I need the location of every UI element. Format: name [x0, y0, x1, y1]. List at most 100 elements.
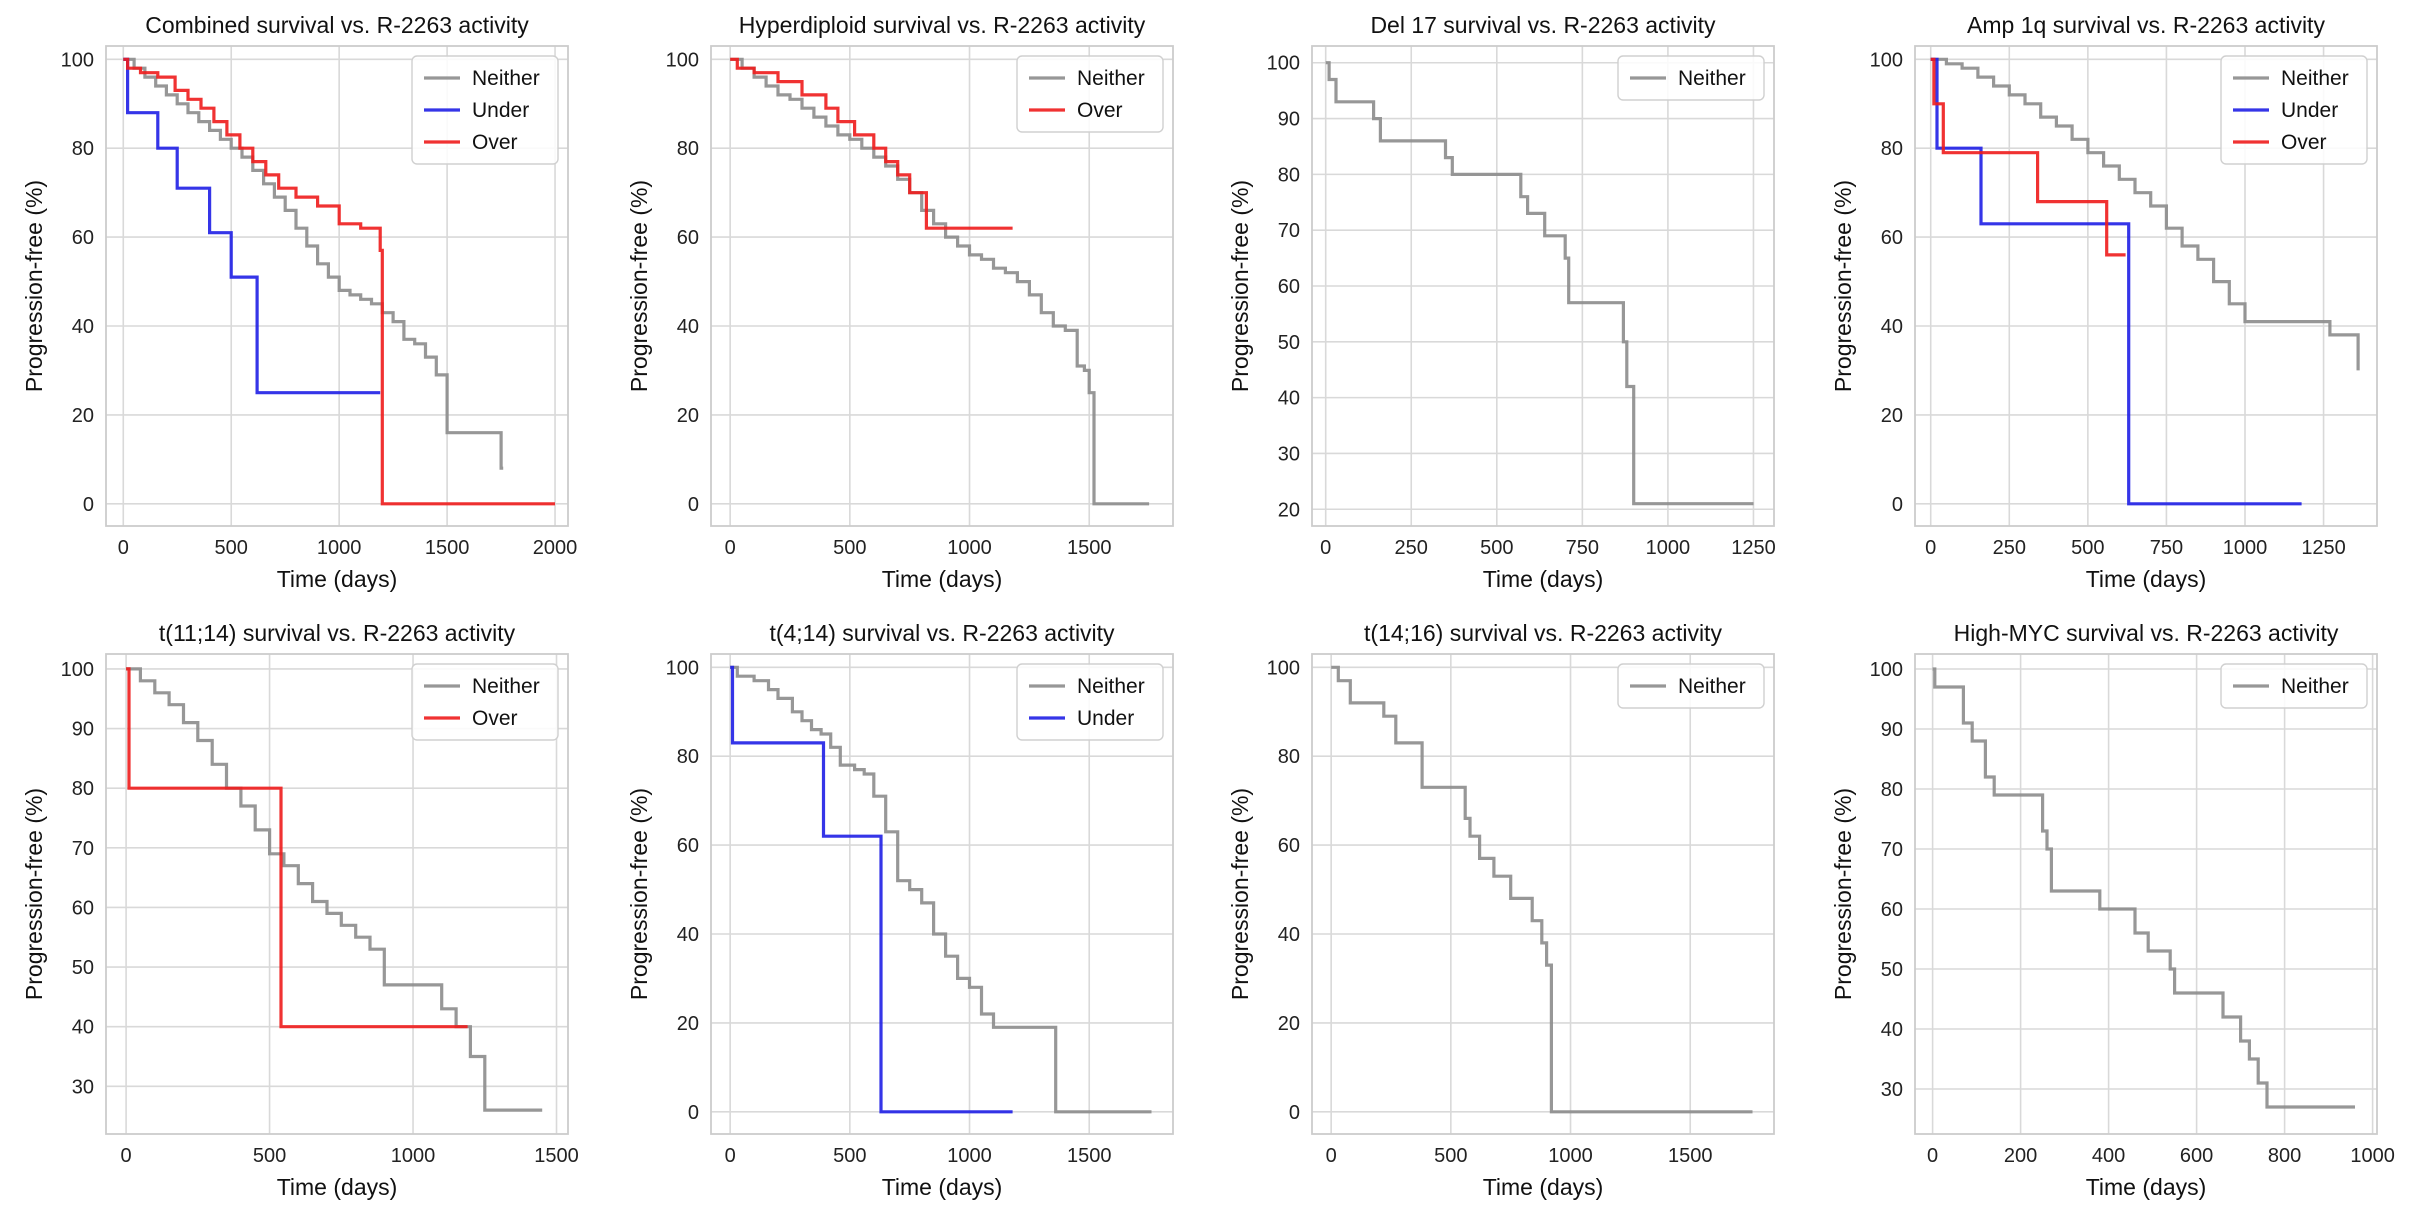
y-tick-label: 100: [61, 659, 94, 681]
legend-label-over: Over: [2281, 131, 2327, 154]
x-tick-label: 400: [2092, 1145, 2125, 1167]
y-tick-label: 30: [1278, 443, 1300, 465]
x-tick-label: 500: [253, 1145, 286, 1167]
y-tick-label: 80: [72, 778, 94, 800]
plot-area: [1312, 654, 1774, 1134]
legend-label-neither: Neither: [472, 67, 540, 90]
x-tick-label: 1500: [1067, 537, 1112, 559]
x-tick-label: 500: [1480, 537, 1513, 559]
x-axis-label: Time (days): [2086, 566, 2207, 592]
subplot-7: 0 500 1000 1500 0 20 40 60 80 100 t(14;16) surviva…: [1227, 620, 1775, 1200]
x-tick-label: 1000: [1548, 1145, 1593, 1167]
y-tick-label: 100: [1870, 49, 1903, 71]
y-axis-label: Progression-free (%): [1227, 180, 1253, 392]
x-tick-label: 1000: [391, 1145, 436, 1167]
chart-title: t(14;16) survival vs. R-2263 activity: [1364, 620, 1722, 646]
y-tick-label: 20: [1278, 1013, 1300, 1035]
series-line-over: [126, 667, 468, 1029]
x-axis-label: Time (days): [1483, 1174, 1604, 1200]
y-axis-label: Progression-free (%): [1830, 788, 1856, 1000]
y-tick-label: 40: [677, 316, 699, 338]
y-axis-label: Progression-free (%): [21, 180, 47, 392]
x-axis-label: Time (days): [1483, 566, 1604, 592]
y-tick-label: 100: [1870, 659, 1903, 681]
y-tick-label: 90: [1278, 109, 1300, 131]
x-tick-label: 1000: [1646, 537, 1691, 559]
y-tick-label: 0: [1892, 494, 1903, 516]
x-tick-label: 500: [1434, 1145, 1467, 1167]
plot-frame: [1914, 45, 2378, 527]
x-tick-label: 1000: [2350, 1145, 2395, 1167]
series-line-neither: [1331, 665, 1753, 1114]
y-tick-label: 40: [72, 316, 94, 338]
y-axis-label: Progression-free (%): [626, 180, 652, 392]
legend-box: [1016, 55, 1164, 133]
x-tick-label: 2000: [533, 537, 578, 559]
chart-title: Hyperdiploid survival vs. R-2263 activit…: [739, 12, 1146, 38]
legend-label-under: Under: [2281, 99, 2338, 122]
y-tick-label: 90: [1881, 719, 1903, 741]
series-line-over: [730, 57, 1013, 230]
x-tick-label: 500: [833, 1145, 866, 1167]
x-tick-label: 0: [725, 1145, 736, 1167]
y-tick-label: 0: [688, 494, 699, 516]
subplot-3: 0 250 500 750 1000 1250 20 30 40 50 60 70 80 90 100 Del…: [1227, 12, 1776, 592]
x-axis-label: Time (days): [277, 1174, 398, 1200]
y-tick-label: 80: [1278, 746, 1300, 768]
y-tick-label: 0: [83, 494, 94, 516]
y-tick-label: 60: [677, 227, 699, 249]
legend-box: [1617, 55, 1765, 101]
series-line-over: [1930, 57, 2126, 257]
y-tick-label: 60: [677, 835, 699, 857]
y-tick-label: 70: [72, 838, 94, 860]
x-tick-label: 750: [2150, 537, 2183, 559]
y-tick-label: 40: [1278, 924, 1300, 946]
series-line-neither: [126, 667, 543, 1112]
y-tick-label: 40: [1881, 1019, 1903, 1041]
x-tick-label: 0: [118, 537, 129, 559]
subplot-5: 0 500 1000 1500 30 40 50 60 70 80 90 100 t(11;14) su…: [21, 620, 579, 1200]
x-axis-label: Time (days): [882, 566, 1003, 592]
plot-frame: [105, 653, 569, 1135]
chart-title: t(4;14) survival vs. R-2263 activity: [769, 620, 1115, 646]
plot-frame: [105, 45, 569, 527]
legend-label-neither: Neither: [1678, 67, 1746, 90]
x-tick-label: 1500: [1668, 1145, 1713, 1167]
series-line-neither: [1932, 667, 2355, 1109]
y-tick-label: 80: [1881, 779, 1903, 801]
y-tick-label: 90: [72, 719, 94, 741]
plot-frame: [1311, 653, 1775, 1135]
x-tick-label: 750: [1566, 537, 1599, 559]
plot-frame: [1914, 653, 2378, 1135]
x-tick-label: 1500: [1067, 1145, 1112, 1167]
x-axis-label: Time (days): [277, 566, 398, 592]
x-tick-label: 1000: [2223, 537, 2268, 559]
x-tick-label: 250: [1395, 537, 1428, 559]
plot-frame: [710, 45, 1174, 527]
legend-label-neither: Neither: [472, 675, 540, 698]
y-tick-label: 20: [72, 405, 94, 427]
y-tick-label: 20: [1881, 405, 1903, 427]
legend-box: [1617, 663, 1765, 709]
y-tick-label: 20: [677, 1013, 699, 1035]
chart-title: High-MYC survival vs. R-2263 activity: [1954, 620, 2339, 646]
legend-label-neither: Neither: [1077, 67, 1145, 90]
x-tick-label: 1000: [947, 537, 992, 559]
y-tick-label: 80: [72, 138, 94, 160]
series-line-under: [123, 57, 381, 395]
plot-area: [1915, 654, 2377, 1134]
y-tick-label: 70: [1278, 220, 1300, 242]
x-tick-label: 600: [2180, 1145, 2213, 1167]
series-line-neither: [123, 57, 504, 470]
x-tick-label: 1250: [1731, 537, 1776, 559]
legend-box: [411, 55, 559, 165]
x-tick-label: 0: [1927, 1145, 1938, 1167]
x-tick-label: 1000: [317, 537, 362, 559]
y-tick-label: 20: [677, 405, 699, 427]
x-axis-label: Time (days): [2086, 1174, 2207, 1200]
legend-label-neither: Neither: [1678, 675, 1746, 698]
subplot-1: 0 500 1000 1500 2000 0 20 40 60 80 100 Combined sur…: [21, 12, 577, 592]
legend-label-neither: Neither: [1077, 675, 1145, 698]
legend-box: [2220, 55, 2368, 165]
